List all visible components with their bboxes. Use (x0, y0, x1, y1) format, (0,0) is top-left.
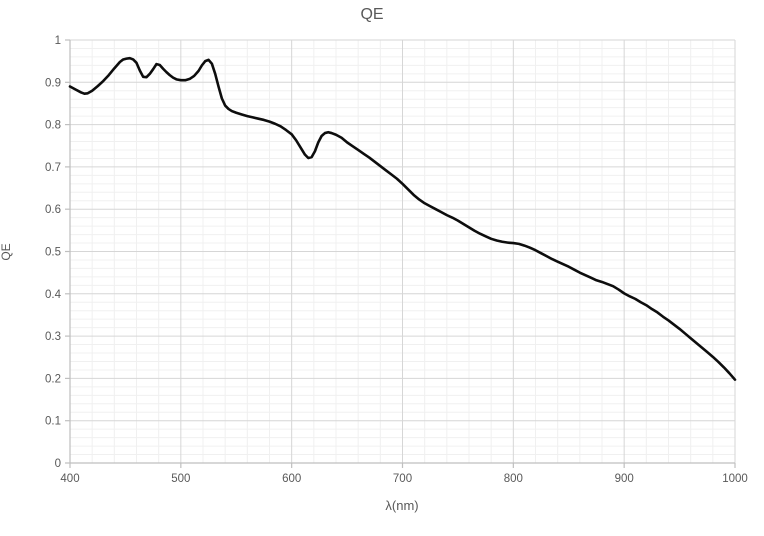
y-tick-label: 0.5 (45, 247, 61, 259)
x-tick-label: 1000 (722, 473, 748, 485)
x-tick-label: 600 (282, 473, 301, 485)
y-axis-title: QE (0, 243, 13, 261)
x-tick-label: 400 (60, 473, 79, 485)
y-tick-label: 0.4 (45, 289, 62, 301)
y-tick-label: 0.3 (45, 331, 61, 343)
y-tick-label: 0.8 (45, 120, 61, 132)
chart-title: QE (360, 6, 384, 23)
x-tick-label: 700 (393, 473, 412, 485)
x-tick-label: 800 (504, 473, 523, 485)
y-tick-label: 1 (55, 35, 61, 47)
y-tick-label: 0.9 (45, 77, 61, 89)
y-tick-label: 0.2 (45, 373, 61, 385)
y-tick-label: 0 (55, 458, 61, 470)
x-tick-label: 900 (615, 473, 634, 485)
x-tick-label: 500 (171, 473, 190, 485)
y-tick-label: 0.6 (45, 204, 61, 216)
y-tick-label: 0.7 (45, 162, 61, 174)
y-tick-label: 0.1 (45, 416, 61, 428)
x-axis-title: λ(nm) (385, 498, 419, 513)
qe-curve (68, 56, 737, 381)
